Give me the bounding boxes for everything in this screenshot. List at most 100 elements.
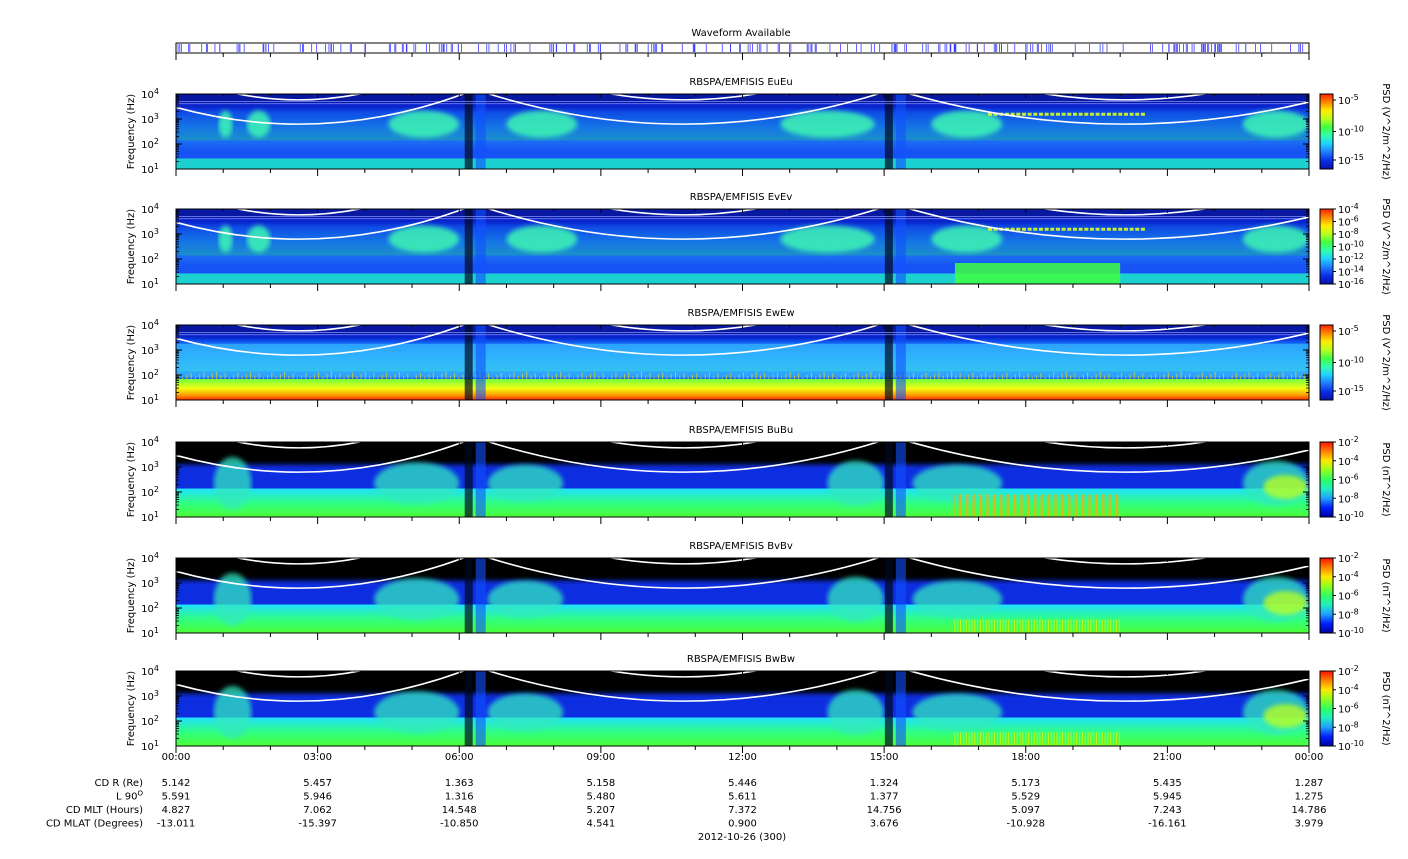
y-tick-label: 102	[141, 485, 159, 499]
fce-curve-lower	[907, 671, 1309, 702]
x-tick-label: 15:00	[870, 752, 899, 763]
colorbar-tick-label: 10-10	[1338, 626, 1364, 640]
ephemeris-row-label: CD MLT (Hours)	[66, 805, 143, 816]
y-tick-label: 104	[141, 551, 159, 565]
panel-title: RBSPA/EMFISIS BuBu	[689, 425, 793, 436]
y-tick-label: 103	[141, 112, 159, 126]
colorbar-tick-label: 10-8	[1338, 491, 1359, 505]
ephemeris-value: 5.480	[587, 792, 616, 803]
colorbar-tick-label: 10-10	[1338, 510, 1364, 524]
colorbar-label: PSD (V^2/m^2/Hz)	[1380, 314, 1391, 411]
ephemeris-value: 1.275	[1295, 792, 1324, 803]
colorbar-tick-label: 10-8	[1338, 607, 1359, 621]
panel-5: RBSPA/EMFISIS BvBv Frequency (Hz) 101 102 10…	[126, 541, 1391, 640]
waveform-strip: Waveform Available	[175, 28, 1310, 60]
fce-curve	[1040, 209, 1210, 216]
waveform-frame	[175, 42, 1310, 54]
colorbar-gradient	[1319, 93, 1334, 170]
ephemeris-value: 1.363	[445, 778, 474, 789]
ephemeris-value: 4.827	[162, 805, 191, 816]
fce-curve-lower	[486, 94, 881, 125]
ephemeris-value: 5.611	[728, 792, 757, 803]
ephemeris-value: -16.161	[1148, 819, 1187, 830]
fce-curve	[1040, 442, 1210, 449]
ephemeris-value: 5.207	[587, 805, 616, 816]
colorbar-tick-label: 10-6	[1338, 473, 1359, 487]
spectrogram-image	[176, 671, 1309, 746]
ephemeris-value: -13.011	[157, 819, 196, 830]
ephemeris-value: 0.900	[728, 819, 757, 830]
colorbar-tick-label: 10-10	[1338, 125, 1364, 139]
ephemeris-table: CD R (Re) 5.142 5.457 1.363 5.158 5.446 1.324 5…	[46, 778, 1327, 830]
y-tick-label: 102	[141, 137, 159, 151]
y-tick-label: 103	[141, 460, 159, 474]
fce-curve	[1040, 325, 1210, 332]
y-tick-label: 104	[141, 435, 159, 449]
y-tick-label: 101	[141, 626, 159, 640]
y-axis-label: Frequency (Hz)	[126, 94, 137, 170]
colorbar: 10-2 10-4 10-6 10-8 10-10 PSD (nT^2/Hz)	[1319, 435, 1391, 524]
ephemeris-row-label: CD MLAT (Degrees)	[46, 819, 143, 830]
colorbar-gradient	[1319, 670, 1334, 747]
ephemeris-value: 5.457	[303, 778, 332, 789]
colorbar-tick-label: 10-6	[1338, 215, 1359, 229]
y-axis-label: Frequency (Hz)	[126, 558, 137, 634]
ephemeris-value: -10.928	[1006, 819, 1045, 830]
panel-1: RBSPA/EMFISIS EuEu Frequency (Hz) 101 102 10…	[126, 77, 1391, 180]
colorbar-tick-label: 10-4	[1338, 570, 1359, 584]
spectrogram-panels: RBSPA/EMFISIS EuEu Frequency (Hz) 101 102 10…	[126, 77, 1391, 753]
colorbar-tick-label: 10-14	[1338, 265, 1364, 279]
ephemeris-value: 5.529	[1011, 792, 1040, 803]
colorbar-tick-label: 10-4	[1338, 202, 1359, 216]
colorbar-tick-label: 10-2	[1338, 551, 1359, 565]
ephemeris-value: -10.850	[440, 819, 479, 830]
ephemeris-value: 5.435	[1153, 778, 1182, 789]
waveform-ticks	[175, 53, 1310, 60]
y-tick-label: 101	[141, 739, 159, 753]
colorbar-tick-label: 10-6	[1338, 702, 1359, 716]
y-tick-label: 103	[141, 227, 159, 241]
date-label: 2012-10-26 (300)	[698, 832, 786, 843]
ephemeris-value: 5.142	[162, 778, 191, 789]
fce-curve	[1040, 94, 1210, 101]
fce-curve	[234, 209, 364, 216]
colorbar-tick-label: 10-2	[1338, 435, 1359, 449]
spectrogram-image	[176, 94, 1309, 169]
panel-2: RBSPA/EMFISIS EvEv Frequency (Hz) 101 102 10…	[126, 192, 1391, 295]
colorbar-label: PSD (nT^2/Hz)	[1380, 442, 1391, 516]
colorbar: 10-5 10-10 10-15 PSD (V^2/m^2/Hz)	[1319, 83, 1391, 180]
fce-curve	[607, 325, 760, 332]
fce-curve	[234, 442, 364, 449]
fce-curve-lower	[176, 325, 466, 356]
fce-curve	[234, 94, 364, 101]
colorbar-label: PSD (nT^2/Hz)	[1380, 671, 1391, 745]
panel-title: RBSPA/EMFISIS BwBw	[687, 654, 795, 665]
ephemeris-value: 5.158	[587, 778, 616, 789]
fce-curve-lower	[176, 671, 466, 702]
ephemeris-value: 7.372	[728, 805, 757, 816]
y-tick-label: 101	[141, 277, 159, 291]
y-tick-label: 101	[141, 510, 159, 524]
y-axis-label: Frequency (Hz)	[126, 209, 137, 285]
ephemeris-value: 5.946	[303, 792, 332, 803]
y-tick-label: 103	[141, 576, 159, 590]
colorbar-label: PSD (V^2/m^2/Hz)	[1380, 83, 1391, 180]
colorbar-tick-label: 10-12	[1338, 252, 1364, 266]
fce-curve	[607, 558, 760, 565]
x-tick-label: 12:00	[728, 752, 757, 763]
fce-curve	[607, 94, 760, 101]
y-tick-label: 103	[141, 343, 159, 357]
fce-curve-lower	[907, 94, 1309, 125]
colorbar-tick-label: 10-15	[1338, 153, 1364, 167]
fce-curve-lower	[486, 209, 881, 240]
fce-curve	[607, 209, 760, 216]
ephemeris-value: 7.243	[1153, 805, 1182, 816]
panel-4: RBSPA/EMFISIS BuBu Frequency (Hz) 101 102 10…	[126, 425, 1391, 524]
colorbar-tick-label: 10-8	[1338, 720, 1359, 734]
ephemeris-row-label: L 90O	[116, 790, 143, 803]
fce-curve-lower	[486, 558, 881, 589]
colorbar-gradient	[1319, 208, 1334, 285]
ephemeris-value: 5.173	[1011, 778, 1040, 789]
spectrogram-image	[176, 209, 1309, 284]
